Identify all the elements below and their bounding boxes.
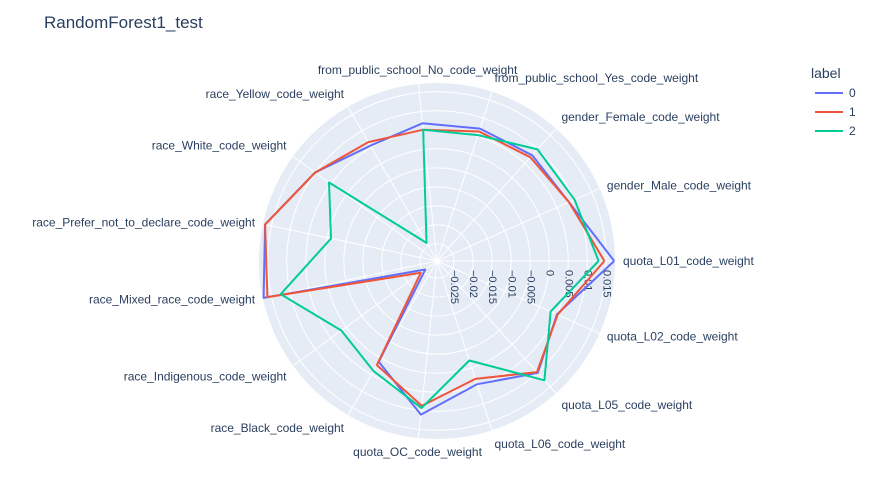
legend-label-1: 1 (849, 105, 856, 119)
legend-title: label (811, 65, 841, 81)
angular-axis-label: race_Prefer_not_to_declare_code_weight (32, 215, 255, 229)
angular-gridline (436, 260, 600, 334)
angular-axis-label: quota_L01_code_weight (623, 254, 754, 268)
angular-axis-label: quota_L06_code_weight (494, 437, 625, 451)
angular-axis-label: race_Mixed_race_code_weight (89, 293, 256, 307)
radial-tick-label: −0.025 (448, 270, 460, 304)
angular-axis-label: quota_L02_code_weight (607, 330, 738, 344)
radial-tick-label: −0.005 (524, 270, 536, 304)
angular-gridline (436, 128, 557, 262)
legend-label-0: 0 (849, 86, 856, 100)
angular-gridline (262, 260, 438, 299)
angular-axis-label: from_public_school_No_code_weight (318, 63, 518, 77)
angular-axis-label: race_Indigenous_code_weight (124, 369, 287, 383)
radial-tick-label: −0.02 (467, 270, 479, 298)
radial-tick-label: 0.015 (600, 270, 612, 298)
angular-axis-label: race_Black_code_weight (211, 421, 345, 435)
series-line-2 (279, 128, 600, 410)
angular-axis-label: race_White_code_weight (152, 139, 287, 153)
angular-axis-label: from_public_school_Yes_code_weight (494, 71, 698, 85)
angular-gridline (436, 188, 600, 262)
angular-gridline (292, 260, 438, 367)
angular-gridline (436, 91, 493, 262)
radial-tick-label: 0 (543, 270, 555, 276)
angular-gridline (292, 155, 438, 262)
angular-axis-label: quota_OC_code_weight (353, 445, 482, 459)
angular-axis-label: quota_L05_code_weight (561, 398, 692, 412)
angular-axis-label: race_Yellow_code_weight (206, 87, 345, 101)
angular-axis-label: gender_Male_code_weight (607, 178, 752, 192)
angular-gridline (347, 260, 438, 416)
chart-title: RandomForest1_test (44, 13, 203, 32)
legend-label-2: 2 (849, 124, 856, 138)
angular-gridline (436, 260, 493, 431)
angular-gridline (347, 106, 438, 262)
angular-gridline (262, 223, 438, 262)
angular-gridline (417, 83, 438, 262)
radial-tick-label: −0.01 (505, 270, 517, 298)
radial-tick-label: −0.015 (486, 270, 498, 304)
series-line-1 (264, 128, 606, 407)
angular-axis-label: gender_Female_code_weight (561, 110, 720, 124)
